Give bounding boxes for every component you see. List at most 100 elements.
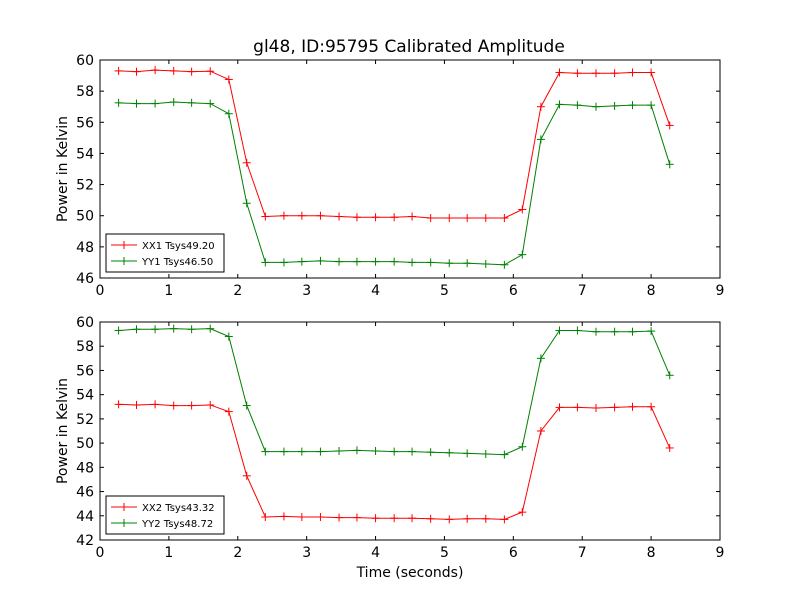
data-point: [169, 401, 178, 410]
data-point: [132, 325, 141, 334]
data-point: [463, 449, 472, 458]
data-point: [114, 98, 123, 107]
data-point: [573, 69, 582, 78]
data-point: [352, 446, 361, 455]
data-point: [536, 427, 545, 435]
data-point: [224, 75, 233, 84]
y-tick-label: 58: [76, 84, 94, 100]
data-point: [242, 401, 251, 410]
data-point: [628, 327, 637, 336]
data-point: [463, 259, 472, 268]
data-point: [297, 211, 306, 220]
x-tick-label: 3: [302, 283, 311, 299]
data-point: [261, 447, 270, 456]
legend-entry: XX2 Tsys43.32: [111, 503, 215, 514]
y-axis-label: Power in Kelvin: [55, 378, 71, 484]
data-point: [279, 447, 288, 456]
y-tick-label: 58: [76, 339, 94, 355]
data-point: [500, 515, 509, 524]
data-point: [261, 512, 270, 521]
data-point: [371, 257, 380, 266]
data-point: [573, 403, 582, 412]
data-point: [390, 514, 399, 523]
data-point: [463, 514, 472, 523]
data-point: [151, 400, 160, 409]
y-axis-label: Power in Kelvin: [55, 116, 71, 222]
data-point: [592, 102, 600, 111]
data-point: [261, 212, 270, 221]
data-point: [555, 100, 564, 109]
data-point: [279, 211, 288, 220]
y-tick-label: 56: [76, 115, 94, 131]
x-tick-label: 7: [578, 283, 587, 299]
data-point: [114, 66, 123, 75]
data-point: [463, 214, 472, 223]
data-point: [151, 99, 160, 108]
y-tick-label: 46: [76, 271, 94, 287]
data-point: [610, 403, 619, 412]
x-tick-label: 6: [509, 283, 518, 299]
x-tick-label: 5: [440, 283, 449, 299]
data-point: [555, 68, 564, 77]
legend-label: XX1 Tsys49.20: [142, 241, 215, 252]
legend-entry: XX1 Tsys49.20: [111, 241, 215, 252]
data-point: [628, 68, 637, 77]
data-point: [352, 257, 361, 266]
legend-entry: YY2 Tsys48.72: [111, 519, 213, 530]
data-point: [242, 158, 251, 167]
y-tick-label: 50: [76, 209, 94, 225]
data-point: [371, 446, 380, 455]
data-point: [647, 101, 656, 110]
legend: XX1 Tsys49.20 YY1 Tsys46.50: [105, 233, 225, 273]
x-tick-label: 0: [96, 545, 105, 561]
x-tick-label: 4: [371, 545, 380, 561]
data-point: [518, 442, 527, 451]
data-point: [335, 513, 344, 522]
data-point: [426, 448, 435, 457]
x-tick-label: 2: [233, 283, 242, 299]
data-point: [665, 121, 674, 130]
data-point: [316, 211, 325, 220]
data-point: [408, 514, 417, 523]
y-tick-label: 42: [76, 533, 94, 549]
data-point: [187, 325, 196, 334]
x-axis-label: Time (seconds): [356, 565, 464, 581]
data-point: [665, 371, 674, 380]
data-point: [592, 327, 600, 336]
data-point: [297, 512, 306, 521]
y-tick-label: 60: [76, 315, 94, 331]
data-point: [628, 402, 637, 411]
data-point: [647, 327, 656, 336]
data-point: [665, 160, 674, 169]
data-point: [187, 98, 196, 107]
x-tick-label: 1: [164, 545, 173, 561]
data-point: [518, 250, 527, 259]
data-point: [297, 447, 306, 456]
data-point: [316, 447, 325, 456]
data-point: [371, 213, 380, 222]
data-point: [647, 68, 656, 77]
y-tick-label: 56: [76, 363, 94, 379]
data-point: [426, 514, 435, 523]
data-point: [187, 401, 196, 410]
data-point: [316, 512, 325, 521]
data-point: [390, 213, 399, 222]
data-point: [573, 101, 582, 110]
data-point: [445, 214, 454, 223]
x-tick-label: 2: [233, 545, 242, 561]
x-tick-label: 6: [509, 545, 518, 561]
legend-label: YY1 Tsys46.50: [141, 257, 213, 268]
data-point: [592, 69, 600, 78]
data-point: [352, 213, 361, 222]
data-point: [408, 258, 417, 267]
data-point: [297, 257, 306, 266]
data-point: [555, 403, 564, 412]
data-point: [224, 109, 233, 118]
x-tick-label: 7: [578, 545, 587, 561]
data-point: [206, 99, 215, 108]
data-point: [335, 212, 344, 221]
legend-box: [105, 495, 225, 535]
y-tick-label: 46: [76, 485, 94, 501]
data-point: [132, 99, 141, 108]
data-point: [500, 260, 509, 269]
